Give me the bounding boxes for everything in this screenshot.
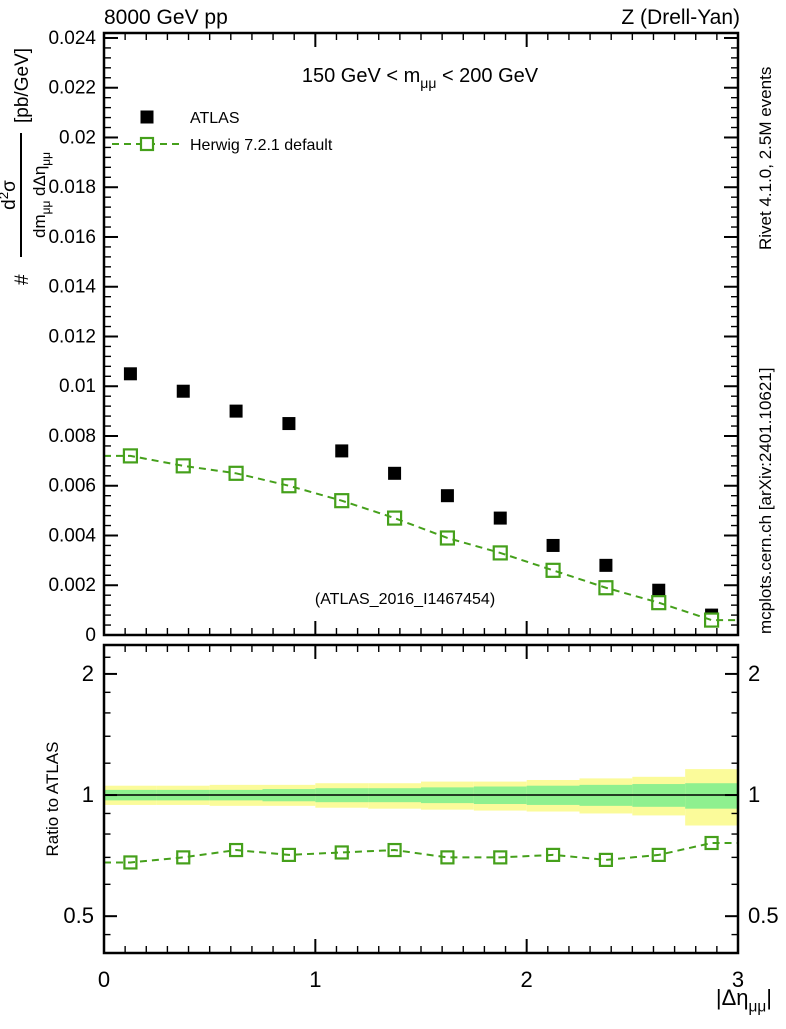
ratio-y-tick-label-right: 0.5	[748, 903, 779, 928]
main-y-tick-label: 0.016	[48, 227, 96, 248]
ratio-panel-frame	[102, 643, 740, 955]
herwig-data-point	[545, 562, 561, 578]
y-title-suffix: [pb/GeV]	[12, 48, 33, 123]
atlas-data-point	[493, 511, 507, 525]
main-y-tick-label: 0.024	[48, 28, 96, 49]
x-tick-label: 2	[521, 967, 533, 992]
herwig-ratio-curve	[104, 842, 738, 864]
herwig-data-point	[651, 595, 667, 611]
main-y-tick-label: 0.022	[48, 78, 96, 99]
main-y-tick-label: 0.012	[48, 326, 96, 347]
main-y-tick-label: 0.02	[59, 127, 96, 148]
main-y-axis-title: # d2σ dmμμ dΔημμ [pb/GeV]	[0, 48, 53, 285]
main-y-tick-label: 0.01	[59, 376, 96, 397]
atlas-data-point	[440, 489, 454, 503]
main-y-tick-label: 0	[85, 625, 96, 646]
y-title-denominator: dmμμ dΔημμ	[30, 152, 53, 238]
y-title-numerator: d2σ	[0, 180, 20, 210]
process-label: Z (Drell-Yan)	[621, 6, 740, 29]
main-y-tick-label: 0.004	[48, 525, 96, 546]
atlas-data-point	[546, 538, 560, 552]
ratio-axis-title: Ratio to ATLAS	[43, 742, 62, 857]
rivet-version-note: Rivet 4.1.0, 2.5M events	[756, 67, 775, 250]
ratio-y-tick-label-right: 1	[748, 782, 760, 807]
main-y-tick-label: 0.008	[48, 426, 96, 447]
ratio-y-tick-label: 2	[82, 661, 94, 686]
y-title-prefix: #	[12, 274, 33, 285]
data-series	[104, 367, 738, 870]
x-tick-label: 1	[309, 967, 321, 992]
x-tick-label: 0	[98, 967, 110, 992]
main-y-tick-label: 0.002	[48, 575, 96, 596]
ratio-y-tick-label-right: 2	[748, 661, 760, 686]
legend-label-herwig: Herwig 7.2.1 default	[190, 137, 333, 154]
main-panel-frame	[102, 31, 740, 637]
atlas-data-point	[599, 558, 613, 572]
x-axis-title: |Δημμ|	[716, 985, 772, 1016]
analysis-watermark: (ATLAS_2016_I1467454)	[315, 591, 495, 608]
atlas-data-point	[176, 384, 190, 398]
herwig-data-point	[386, 510, 403, 526]
ratio-y-tick-label: 1	[82, 782, 94, 807]
panel-frames	[102, 31, 740, 955]
uncertainty-bands	[104, 769, 738, 826]
legend: ATLAS Herwig 7.2.1 default	[112, 110, 333, 154]
legend-label-atlas: ATLAS	[190, 110, 240, 127]
main-y-tick-label: 0.018	[48, 177, 96, 198]
main-y-tick-label: 0.006	[48, 476, 96, 497]
herwig-curve	[104, 454, 738, 622]
main-y-tick-label: 0.014	[48, 277, 96, 298]
atlas-data-point	[335, 444, 349, 458]
legend-marker-atlas	[140, 110, 154, 124]
atlas-data-point	[388, 466, 402, 480]
atlas-data-point	[652, 583, 666, 597]
x-tick-label: 3	[732, 967, 744, 992]
beam-energy-label: 8000 GeV pp	[104, 6, 228, 29]
atlas-data-point	[229, 404, 243, 418]
atlas-data-point	[282, 417, 296, 431]
legend-marker-herwig	[139, 136, 155, 152]
cut-title: 150 GeV < mμμ < 200 GeV	[302, 65, 539, 91]
atlas-data-point	[123, 367, 137, 381]
axis-ticks: 0 0.002 0.004 0.006 0.008 0.01 0.012 0.014 0.016…	[48, 28, 778, 992]
ratio-y-tick-label: 0.5	[63, 903, 94, 928]
mcplots-arxiv-note: mcplots.cern.ch [arXiv:2401.10621]	[756, 368, 775, 634]
herwig-data-point	[281, 478, 297, 494]
